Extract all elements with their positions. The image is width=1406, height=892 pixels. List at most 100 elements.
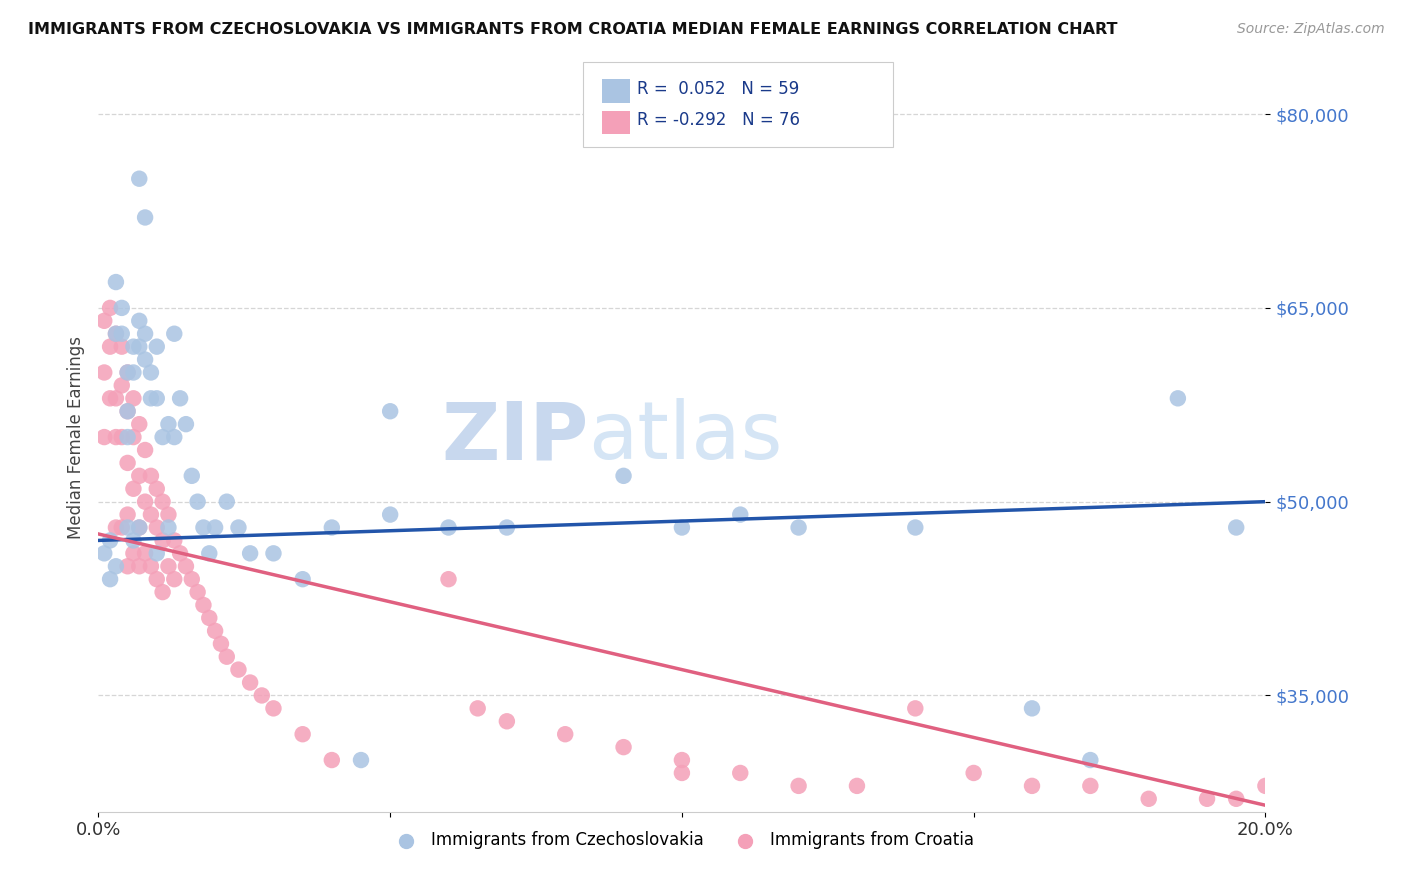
Point: [193, 598, 215, 612]
Point: [437, 520, 460, 534]
Text: atlas: atlas: [589, 398, 783, 476]
Point: [157, 520, 180, 534]
Point: [128, 520, 150, 534]
Point: [1137, 792, 1160, 806]
Point: [496, 520, 519, 534]
Point: [139, 366, 162, 380]
Point: [146, 572, 169, 586]
Point: [93, 366, 115, 380]
Point: [554, 727, 576, 741]
Point: [228, 520, 250, 534]
Point: [146, 482, 169, 496]
Point: [128, 520, 150, 534]
Point: [122, 546, 145, 560]
Point: [128, 417, 150, 432]
Point: [787, 520, 810, 534]
Point: [187, 494, 209, 508]
Point: [104, 430, 127, 444]
Point: [117, 366, 139, 380]
Point: [198, 546, 221, 560]
Point: [1195, 792, 1218, 806]
Point: [98, 572, 121, 586]
Point: [98, 533, 121, 548]
Point: [134, 546, 156, 560]
Point: [671, 766, 693, 780]
Point: [215, 494, 238, 508]
Point: [187, 585, 209, 599]
Point: [496, 714, 519, 729]
Point: [134, 326, 156, 341]
Point: [730, 508, 752, 522]
Text: ZIP: ZIP: [441, 398, 589, 476]
Point: [239, 675, 262, 690]
Point: [93, 546, 115, 560]
Point: [104, 275, 127, 289]
Point: [1167, 392, 1189, 406]
Point: [104, 559, 127, 574]
Point: [209, 637, 232, 651]
Point: [134, 442, 156, 457]
Point: [198, 611, 221, 625]
Point: [104, 392, 127, 406]
Text: IMMIGRANTS FROM CZECHOSLOVAKIA VS IMMIGRANTS FROM CROATIA MEDIAN FEMALE EARNINGS: IMMIGRANTS FROM CZECHOSLOVAKIA VS IMMIGR…: [28, 22, 1118, 37]
Point: [671, 753, 693, 767]
Point: [139, 508, 162, 522]
Point: [262, 546, 284, 560]
Point: [93, 314, 115, 328]
Point: [146, 546, 169, 560]
Point: [228, 663, 250, 677]
Point: [111, 301, 134, 315]
Point: [117, 366, 139, 380]
Point: [157, 559, 180, 574]
Point: [612, 468, 634, 483]
Point: [146, 392, 169, 406]
Point: [157, 508, 180, 522]
Point: [846, 779, 869, 793]
Point: [204, 520, 226, 534]
Point: [139, 468, 162, 483]
Point: [250, 689, 273, 703]
Point: [139, 559, 162, 574]
Point: [380, 508, 402, 522]
Point: [117, 559, 139, 574]
Point: [163, 430, 186, 444]
Point: [169, 546, 191, 560]
Point: [98, 392, 121, 406]
Point: [962, 766, 984, 780]
Point: [262, 701, 284, 715]
Point: [152, 494, 174, 508]
Point: [104, 326, 127, 341]
Text: Source: ZipAtlas.com: Source: ZipAtlas.com: [1237, 22, 1385, 37]
Point: [169, 392, 191, 406]
Point: [111, 520, 134, 534]
Point: [104, 326, 127, 341]
Point: [122, 392, 145, 406]
Point: [122, 430, 145, 444]
Point: [139, 392, 162, 406]
Point: [1254, 779, 1277, 793]
Point: [467, 701, 489, 715]
Point: [117, 520, 139, 534]
Point: [204, 624, 226, 638]
Point: [904, 520, 927, 534]
Point: [1225, 520, 1247, 534]
Point: [93, 430, 115, 444]
Point: [117, 404, 139, 418]
Point: [291, 572, 314, 586]
Point: [1225, 792, 1247, 806]
Point: [321, 753, 343, 767]
Point: [117, 404, 139, 418]
Point: [111, 326, 134, 341]
Point: [104, 520, 127, 534]
Point: [174, 417, 197, 432]
Point: [239, 546, 262, 560]
Point: [157, 417, 180, 432]
Point: [122, 482, 145, 496]
Point: [787, 779, 810, 793]
Point: [146, 340, 169, 354]
Point: [122, 340, 145, 354]
Point: [117, 508, 139, 522]
Point: [117, 456, 139, 470]
Point: [98, 301, 121, 315]
Point: [321, 520, 343, 534]
